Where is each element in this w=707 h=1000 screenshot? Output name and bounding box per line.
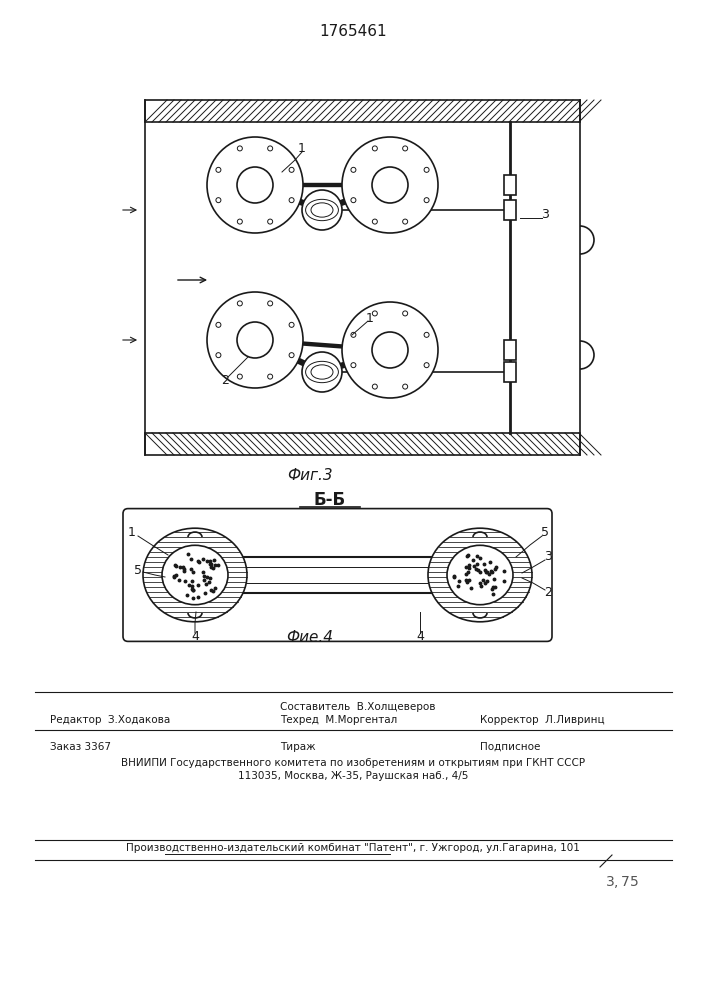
Circle shape	[216, 322, 221, 327]
Text: 4: 4	[416, 631, 424, 644]
Circle shape	[238, 301, 243, 306]
Circle shape	[342, 137, 438, 233]
Circle shape	[238, 374, 243, 379]
Circle shape	[351, 167, 356, 172]
Circle shape	[403, 384, 408, 389]
Text: $3, \mathit{75}$: $3, \mathit{75}$	[605, 874, 639, 890]
Bar	[504, 340, 516, 360]
Circle shape	[237, 167, 273, 203]
Text: Тираж: Тираж	[280, 742, 315, 752]
Circle shape	[302, 352, 342, 392]
Text: Техред  М.Моргентал: Техред М.Моргентал	[280, 715, 397, 725]
Circle shape	[373, 219, 378, 224]
Circle shape	[268, 301, 273, 306]
Bar	[145, 100, 580, 122]
Text: Производственно-издательский комбинат "Патент", г. Ужгород, ул.Гагарина, 101: Производственно-издательский комбинат "П…	[126, 843, 580, 853]
Circle shape	[351, 363, 356, 368]
Text: Редактор  З.Ходакова: Редактор З.Ходакова	[50, 715, 170, 725]
Bar	[504, 200, 516, 220]
Circle shape	[302, 190, 342, 230]
Circle shape	[216, 198, 221, 203]
Circle shape	[403, 311, 408, 316]
Text: Составитель  В.Холщеверов: Составитель В.Холщеверов	[280, 702, 436, 712]
Circle shape	[424, 332, 429, 337]
Ellipse shape	[162, 545, 228, 605]
Circle shape	[237, 322, 273, 358]
Circle shape	[289, 198, 294, 203]
Text: Подписное: Подписное	[480, 742, 540, 752]
Circle shape	[216, 353, 221, 358]
Circle shape	[403, 146, 408, 151]
Circle shape	[372, 167, 408, 203]
Ellipse shape	[143, 528, 247, 622]
Text: 1: 1	[128, 526, 136, 540]
Circle shape	[268, 374, 273, 379]
Text: 5: 5	[134, 564, 142, 576]
Circle shape	[373, 311, 378, 316]
Text: 2: 2	[221, 373, 229, 386]
Text: Фиг.3: Фиг.3	[287, 468, 333, 483]
Text: Б-Б: Б-Б	[314, 491, 346, 509]
Circle shape	[342, 302, 438, 398]
Text: ВНИИПИ Государственного комитета по изобретениям и открытиям при ГКНТ СССР: ВНИИПИ Государственного комитета по изоб…	[121, 758, 585, 768]
Text: 113035, Москва, Ж-35, Раушская наб., 4/5: 113035, Москва, Ж-35, Раушская наб., 4/5	[238, 771, 468, 781]
Text: Корректор  Л.Ливринц: Корректор Л.Ливринц	[480, 715, 604, 725]
Circle shape	[238, 146, 243, 151]
Text: 1: 1	[366, 312, 374, 324]
Circle shape	[268, 219, 273, 224]
Circle shape	[289, 353, 294, 358]
Circle shape	[238, 219, 243, 224]
Text: 1765461: 1765461	[319, 24, 387, 39]
Text: 3: 3	[544, 550, 552, 564]
Circle shape	[373, 384, 378, 389]
Ellipse shape	[428, 528, 532, 622]
Text: 4: 4	[191, 631, 199, 644]
Circle shape	[373, 146, 378, 151]
Text: 1: 1	[298, 141, 306, 154]
Bar	[145, 433, 580, 455]
Circle shape	[289, 167, 294, 172]
Bar	[504, 362, 516, 382]
Circle shape	[424, 363, 429, 368]
Circle shape	[351, 198, 356, 203]
Text: 2: 2	[544, 586, 552, 599]
Text: Фие.4: Фие.4	[286, 631, 334, 646]
Circle shape	[289, 322, 294, 327]
Circle shape	[268, 146, 273, 151]
Bar	[504, 175, 516, 195]
Circle shape	[351, 332, 356, 337]
Text: 5: 5	[541, 526, 549, 540]
Circle shape	[207, 292, 303, 388]
Bar	[145, 122, 580, 433]
Circle shape	[207, 137, 303, 233]
Text: 3: 3	[541, 209, 549, 222]
Circle shape	[424, 167, 429, 172]
Text: Заказ 3367: Заказ 3367	[50, 742, 111, 752]
Circle shape	[424, 198, 429, 203]
Circle shape	[403, 219, 408, 224]
Circle shape	[216, 167, 221, 172]
Circle shape	[372, 332, 408, 368]
Ellipse shape	[447, 545, 513, 605]
